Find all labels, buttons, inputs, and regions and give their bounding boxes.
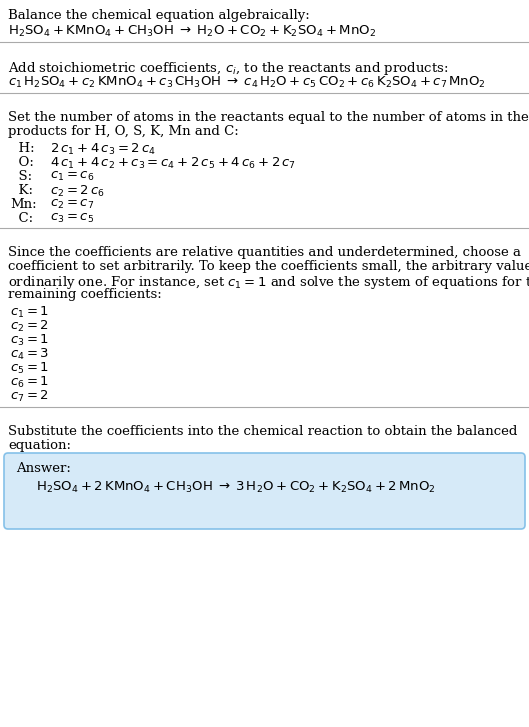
Text: $c_5 = 1$: $c_5 = 1$: [10, 361, 49, 376]
FancyBboxPatch shape: [4, 453, 525, 529]
Text: products for H, O, S, K, Mn and C:: products for H, O, S, K, Mn and C:: [8, 125, 239, 138]
Text: $c_3 = c_5$: $c_3 = c_5$: [50, 212, 94, 225]
Text: K:: K:: [10, 184, 33, 197]
Text: Add stoichiometric coefficients, $c_i$, to the reactants and products:: Add stoichiometric coefficients, $c_i$, …: [8, 60, 449, 77]
Text: $c_2 = c_7$: $c_2 = c_7$: [50, 198, 94, 211]
Text: Set the number of atoms in the reactants equal to the number of atoms in the: Set the number of atoms in the reactants…: [8, 111, 529, 124]
Text: $c_7 = 2$: $c_7 = 2$: [10, 389, 49, 404]
Text: coefficient to set arbitrarily. To keep the coefficients small, the arbitrary va: coefficient to set arbitrarily. To keep …: [8, 260, 529, 273]
Text: ordinarily one. For instance, set $c_1 = 1$ and solve the system of equations fo: ordinarily one. For instance, set $c_1 =…: [8, 274, 529, 291]
Text: $\mathrm{H_2SO_4} + \mathrm{KMnO_4} + \mathrm{CH_3OH}\;\rightarrow\; \mathrm{H_2: $\mathrm{H_2SO_4} + \mathrm{KMnO_4} + \m…: [8, 24, 376, 39]
Text: remaining coefficients:: remaining coefficients:: [8, 288, 162, 301]
Text: Substitute the coefficients into the chemical reaction to obtain the balanced: Substitute the coefficients into the che…: [8, 425, 517, 438]
Text: $c_1 = c_6$: $c_1 = c_6$: [50, 170, 94, 183]
Text: H:: H:: [10, 142, 34, 155]
Text: S:: S:: [10, 170, 32, 183]
Text: $c_2 = 2$: $c_2 = 2$: [10, 319, 49, 334]
Text: $c_6 = 1$: $c_6 = 1$: [10, 375, 49, 390]
Text: C:: C:: [10, 212, 33, 225]
Text: $2\,c_1 + 4\,c_3 = 2\,c_4$: $2\,c_1 + 4\,c_3 = 2\,c_4$: [50, 142, 156, 157]
Text: $c_3 = 1$: $c_3 = 1$: [10, 333, 49, 348]
Text: $c_4 = 3$: $c_4 = 3$: [10, 347, 49, 362]
Text: O:: O:: [10, 156, 34, 169]
Text: equation:: equation:: [8, 439, 71, 452]
Text: Since the coefficients are relative quantities and underdetermined, choose a: Since the coefficients are relative quan…: [8, 246, 521, 259]
Text: $c_1\,\mathrm{H_2SO_4} + c_2\,\mathrm{KMnO_4} + c_3\,\mathrm{CH_3OH}\;\rightarro: $c_1\,\mathrm{H_2SO_4} + c_2\,\mathrm{KM…: [8, 75, 486, 90]
Text: Mn:: Mn:: [10, 198, 37, 211]
Text: Answer:: Answer:: [16, 462, 71, 475]
Text: Balance the chemical equation algebraically:: Balance the chemical equation algebraica…: [8, 9, 310, 22]
Text: $c_2 = 2\,c_6$: $c_2 = 2\,c_6$: [50, 184, 105, 199]
Text: $\mathrm{H_2SO_4} + 2\,\mathrm{KMnO_4} + \mathrm{CH_3OH}\;\rightarrow\; 3\,\math: $\mathrm{H_2SO_4} + 2\,\mathrm{KMnO_4} +…: [36, 480, 436, 495]
Text: $4\,c_1 + 4\,c_2 + c_3 = c_4 + 2\,c_5 + 4\,c_6 + 2\,c_7$: $4\,c_1 + 4\,c_2 + c_3 = c_4 + 2\,c_5 + …: [50, 156, 296, 171]
Text: $c_1 = 1$: $c_1 = 1$: [10, 305, 49, 320]
